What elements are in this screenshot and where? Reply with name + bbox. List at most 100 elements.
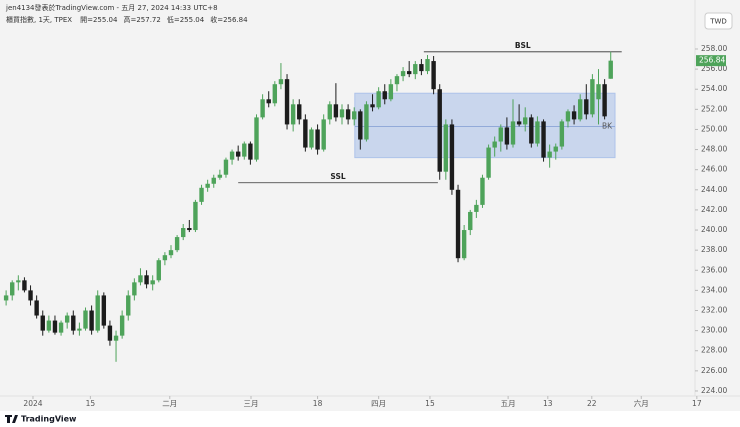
candle-body xyxy=(235,151,241,157)
y-tick-label: 242.00 xyxy=(701,205,727,214)
symbol: 櫃買指數, 1天, TPEX xyxy=(6,15,72,24)
candle-body xyxy=(187,228,192,231)
candle-body xyxy=(419,64,424,72)
candle-body xyxy=(193,201,198,231)
y-tick-label: 246.00 xyxy=(701,165,727,174)
candle-body xyxy=(95,295,100,331)
candle-body xyxy=(382,91,387,100)
candle-body xyxy=(119,315,125,336)
candle-body xyxy=(425,59,430,72)
y-tick-label: 236.00 xyxy=(701,265,727,274)
zone xyxy=(354,92,616,159)
candle-body xyxy=(577,99,583,120)
candle-body xyxy=(559,121,565,147)
candle-body xyxy=(254,117,259,160)
candle-body xyxy=(144,275,149,285)
candle-body xyxy=(584,99,589,115)
candle-body xyxy=(553,146,558,152)
y-tick-label: 254.00 xyxy=(701,84,727,93)
y-tick-label: 250.00 xyxy=(701,124,727,133)
candle-body xyxy=(394,76,400,85)
candle-body xyxy=(352,111,357,120)
candle-body xyxy=(181,228,186,238)
candle-body xyxy=(596,84,601,100)
candle-body xyxy=(327,104,332,120)
candle-body xyxy=(10,282,15,296)
candle-body xyxy=(260,99,265,118)
candle-body xyxy=(498,127,503,142)
candle-body xyxy=(523,117,528,125)
y-tick-label: 258.00 xyxy=(701,44,727,53)
x-tick-label: 五月 xyxy=(501,399,516,408)
y-tick-label: 232.00 xyxy=(701,306,727,315)
candle-body xyxy=(284,79,290,125)
x-tick-label: 六月 xyxy=(634,398,649,408)
candle-body xyxy=(364,104,369,140)
candle-body xyxy=(77,328,82,331)
candle-body xyxy=(443,124,449,172)
header: jen4134發表於TradingView.com - 五月 27, 2024 … xyxy=(5,3,218,12)
candle-body xyxy=(22,280,27,291)
footer: TradingView xyxy=(21,415,77,424)
y-tick-label: 256.00 xyxy=(701,64,727,73)
candle-body xyxy=(608,60,613,79)
ohlc-label: 開= xyxy=(80,16,93,24)
ohlc-value: 256.84 xyxy=(223,16,248,24)
candle-body xyxy=(406,71,412,75)
level-label: BSL xyxy=(515,41,531,50)
price-tag-label: 256.84 xyxy=(699,56,725,65)
candle-body xyxy=(174,237,180,251)
y-tick-label: 240.00 xyxy=(701,225,727,234)
candle-body xyxy=(290,104,296,125)
candle-body xyxy=(571,111,577,120)
candle-body xyxy=(107,325,113,341)
candle-body xyxy=(437,89,442,172)
candle-body xyxy=(590,79,595,115)
candle-body xyxy=(34,300,39,316)
candle-body xyxy=(199,187,204,202)
x-tick-label: 三月 xyxy=(244,399,259,408)
candle-body xyxy=(211,177,216,184)
currency-button[interactable] xyxy=(704,12,733,30)
x-tick-label: 2024 xyxy=(23,399,42,408)
candle-body xyxy=(455,189,461,259)
y-tick-label: 248.00 xyxy=(701,145,727,154)
candle-body xyxy=(449,124,455,190)
candle-body xyxy=(58,322,64,333)
candle-body xyxy=(266,99,271,104)
x-tick-label: 22 xyxy=(587,399,597,408)
candle-body xyxy=(468,211,473,231)
candle-body xyxy=(168,250,174,256)
candle-body xyxy=(64,315,70,323)
plot-background xyxy=(0,0,740,411)
ohlc-label: 收= xyxy=(210,15,223,24)
candle-body xyxy=(339,109,345,118)
candle-body xyxy=(516,121,522,125)
candle-body xyxy=(89,310,94,331)
candle-body xyxy=(345,109,351,120)
candle-body xyxy=(132,282,137,296)
candle-body xyxy=(248,143,253,160)
candle-body xyxy=(113,335,119,341)
candle-body xyxy=(303,119,308,148)
x-tick-label: 15 xyxy=(86,399,96,408)
currency[interactable]: TWD xyxy=(709,18,727,26)
candle-body xyxy=(28,290,33,301)
candle-body xyxy=(400,71,406,77)
level-label: SSL xyxy=(330,172,345,181)
y-tick-label: 252.00 xyxy=(701,104,727,113)
footer-strip xyxy=(0,411,740,427)
candle-body xyxy=(46,320,52,331)
y-tick-label: 230.00 xyxy=(701,326,727,335)
y-tick-label: 228.00 xyxy=(701,346,727,355)
candle-body xyxy=(83,310,88,329)
chart-layer: 224.00 226.00 228.00 230.00 232.00 234.00 236.… xyxy=(3,41,727,408)
ohlc-label: 高= xyxy=(123,15,136,24)
candle-body xyxy=(370,104,375,108)
candle-body xyxy=(315,129,320,150)
y-tick-label: 226.00 xyxy=(701,366,727,375)
candle-body xyxy=(205,183,210,188)
candle-body xyxy=(126,295,131,316)
candle-body xyxy=(529,117,534,144)
candle-body xyxy=(333,104,339,118)
